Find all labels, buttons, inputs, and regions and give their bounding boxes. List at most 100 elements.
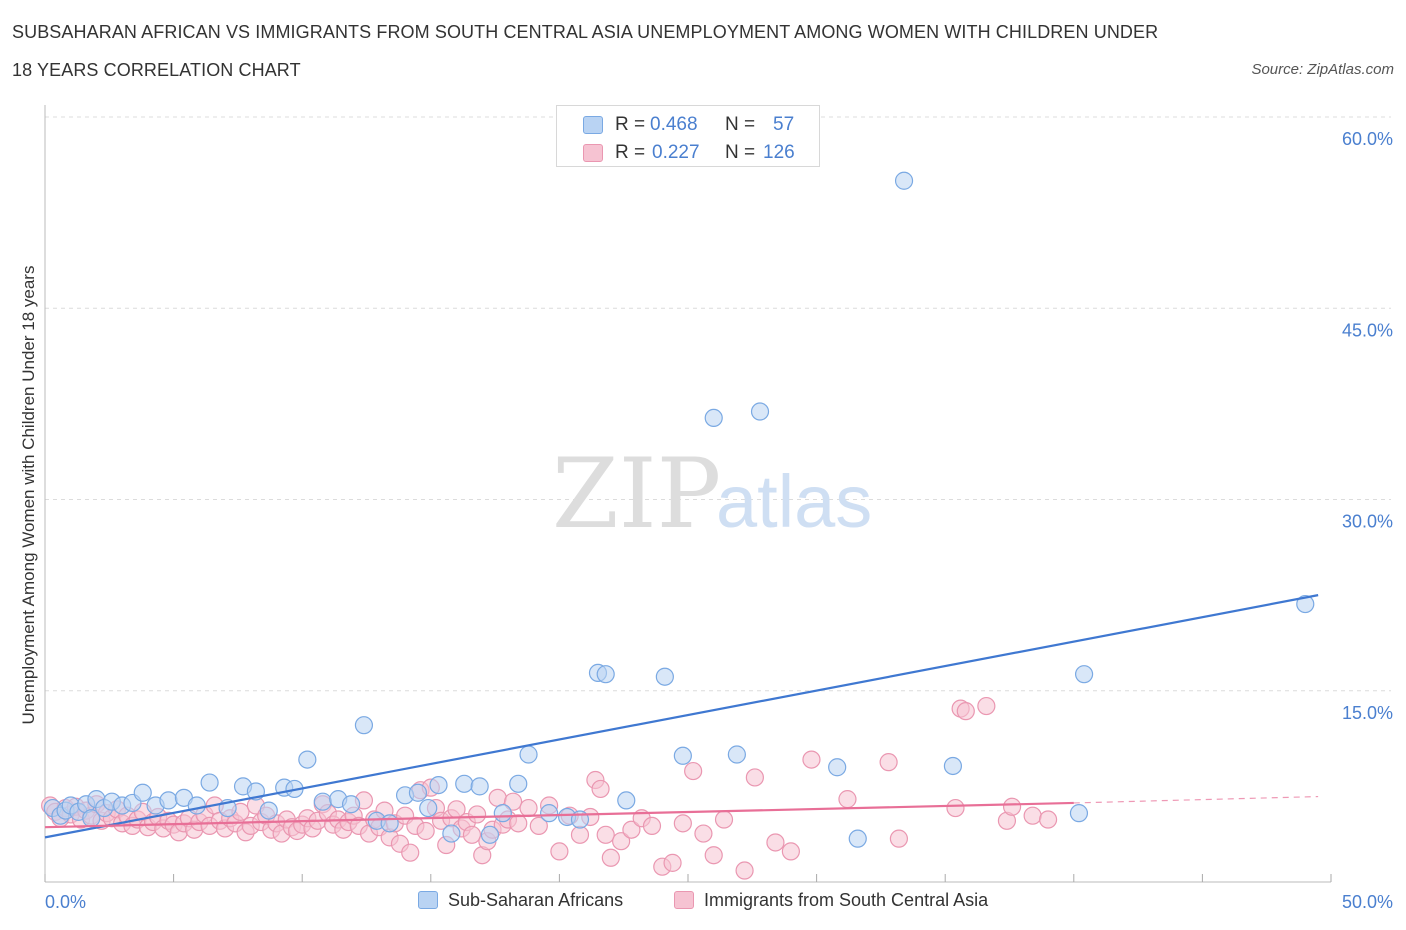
scatter-point-south-central-asia bbox=[704, 846, 723, 865]
x-tick-label: 0.0% bbox=[45, 892, 86, 912]
scatter-point-sub-saharan bbox=[1069, 804, 1089, 823]
scatter-point-sub-saharan bbox=[828, 758, 847, 777]
bottom-legend-swatch-pink bbox=[674, 891, 694, 909]
trend-line-sub-saharan bbox=[44, 594, 1319, 839]
bottom-legend-label-pink: Immigrants from South Central Asia bbox=[704, 890, 989, 910]
series-immigrants-south-central-asia-points bbox=[41, 696, 1058, 880]
scatter-point-south-central-asia bbox=[714, 810, 734, 829]
scatter-point-sub-saharan bbox=[596, 665, 615, 684]
scatter-point-sub-saharan bbox=[341, 795, 361, 814]
scatter-point-south-central-asia bbox=[766, 833, 785, 852]
scatter-point-sub-saharan bbox=[673, 746, 692, 765]
scatter-point-south-central-asia bbox=[956, 702, 975, 721]
bottom-legend-south-central-asia: Immigrants from South Central Asia bbox=[674, 890, 988, 911]
scatter-point-south-central-asia bbox=[684, 761, 703, 781]
legend-r-label: R = bbox=[615, 142, 646, 163]
scatter-point-south-central-asia bbox=[781, 842, 800, 861]
scatter-point-south-central-asia bbox=[622, 820, 641, 839]
axes bbox=[44, 105, 1332, 883]
trend-line-south-central-asia-extension bbox=[1073, 795, 1319, 804]
y-tick-label: 30.0% bbox=[1342, 512, 1393, 532]
scatter-point-south-central-asia bbox=[946, 798, 965, 818]
y-axis-label: Unemployment Among Women with Children U… bbox=[19, 266, 38, 725]
scatter-point-south-central-asia bbox=[596, 825, 615, 844]
scatter-point-sub-saharan bbox=[519, 745, 538, 764]
scatter-point-south-central-asia bbox=[1038, 810, 1058, 829]
scatter-point-south-central-asia bbox=[1023, 806, 1042, 825]
scatter-point-sub-saharan bbox=[1074, 665, 1094, 684]
legend-n-label: N = bbox=[725, 142, 756, 163]
scatter-point-south-central-asia bbox=[1002, 797, 1022, 816]
scatter-point-sub-saharan bbox=[470, 777, 489, 796]
scatter-point-sub-saharan bbox=[408, 783, 428, 802]
scatter-point-sub-saharan bbox=[419, 798, 438, 818]
scatter-point-sub-saharan bbox=[493, 804, 512, 823]
scatter-point-south-central-asia bbox=[694, 824, 713, 843]
watermark-atlas: atlas bbox=[716, 460, 872, 543]
scatter-point-south-central-asia bbox=[519, 798, 538, 818]
chart-title-line-2: 18 YEARS CORRELATION CHART bbox=[12, 60, 301, 80]
watermark-zip: ZIP bbox=[552, 438, 721, 550]
zipatlas-watermark: ZIP atlas bbox=[552, 438, 872, 550]
legend-swatch-pink bbox=[583, 144, 603, 162]
scatter-point-sub-saharan bbox=[200, 773, 219, 792]
legend-n-value: 126 bbox=[763, 142, 795, 163]
source-credit: Source: ZipAtlas.com bbox=[1251, 61, 1394, 78]
scatter-point-sub-saharan bbox=[848, 829, 867, 848]
legend-r-label: R = bbox=[615, 114, 646, 135]
scatter-point-sub-saharan bbox=[429, 775, 448, 795]
scatter-point-sub-saharan bbox=[133, 783, 152, 802]
chart-title-line-1: SUBSAHARAN AFRICAN VS IMMIGRANTS FROM SO… bbox=[12, 22, 1159, 42]
x-tick-label: 50.0% bbox=[1342, 892, 1393, 912]
scatter-point-south-central-asia bbox=[488, 788, 507, 807]
scatter-point-sub-saharan bbox=[617, 791, 636, 810]
scatter-point-south-central-asia bbox=[570, 825, 590, 844]
bottom-legend-sub-saharan: Sub-Saharan Africans bbox=[418, 890, 623, 911]
scatter-point-sub-saharan bbox=[655, 667, 674, 686]
scatter-point-sub-saharan bbox=[943, 756, 963, 776]
legend-r-value: 0.468 bbox=[650, 114, 698, 135]
scatter-point-south-central-asia bbox=[889, 829, 909, 848]
scatter-point-south-central-asia bbox=[401, 843, 420, 862]
legend-n-value: 57 bbox=[773, 114, 795, 135]
scatter-point-south-central-asia bbox=[550, 842, 569, 861]
scatter-point-south-central-asia bbox=[745, 768, 764, 787]
tick-labels: 15.0% 30.0% 45.0% 60.0% 0.0% 50.0% bbox=[45, 129, 1393, 912]
scatter-point-south-central-asia bbox=[879, 753, 898, 772]
scatter-point-sub-saharan bbox=[380, 814, 399, 833]
scatter-point-sub-saharan bbox=[313, 792, 332, 811]
scatter-point-sub-saharan bbox=[750, 402, 770, 421]
grid-lines bbox=[45, 116, 1391, 692]
y-tick-label: 15.0% bbox=[1342, 703, 1393, 723]
legend-swatch-blue bbox=[583, 116, 603, 134]
scatter-point-sub-saharan bbox=[480, 825, 500, 844]
bottom-legend-label-blue: Sub-Saharan Africans bbox=[448, 890, 624, 910]
scatter-point-sub-saharan bbox=[509, 774, 528, 793]
scatter-point-south-central-asia bbox=[467, 805, 487, 824]
scatter-point-sub-saharan bbox=[704, 408, 723, 427]
scatter-point-south-central-asia bbox=[529, 816, 548, 836]
scatter-point-sub-saharan bbox=[727, 745, 746, 764]
scatter-point-south-central-asia bbox=[735, 861, 754, 880]
scatter-point-sub-saharan bbox=[159, 791, 178, 810]
scatter-point-sub-saharan bbox=[540, 804, 559, 823]
scatter-point-south-central-asia bbox=[462, 825, 482, 844]
legend-n-label: N = bbox=[725, 114, 756, 135]
scatter-point-south-central-asia bbox=[591, 779, 610, 799]
scatter-point-sub-saharan bbox=[442, 824, 461, 843]
scatter-point-sub-saharan bbox=[455, 774, 474, 793]
scatter-point-south-central-asia bbox=[601, 848, 620, 867]
scatter-point-south-central-asia bbox=[612, 832, 631, 851]
scatter-point-sub-saharan bbox=[1296, 594, 1315, 614]
y-tick-label: 60.0% bbox=[1342, 129, 1393, 149]
correlation-legend: R = 0.468 N = 57 R = 0.227 N = 126 bbox=[556, 105, 820, 167]
legend-r-value: 0.227 bbox=[652, 142, 700, 163]
trend-lines bbox=[44, 594, 1319, 839]
scatter-point-south-central-asia bbox=[977, 696, 996, 716]
scatter-point-south-central-asia bbox=[802, 750, 821, 769]
scatter-point-south-central-asia bbox=[838, 790, 857, 809]
trend-line-south-central-asia bbox=[44, 801, 1074, 829]
scatter-point-sub-saharan bbox=[187, 796, 206, 815]
scatter-point-south-central-asia bbox=[504, 792, 523, 811]
